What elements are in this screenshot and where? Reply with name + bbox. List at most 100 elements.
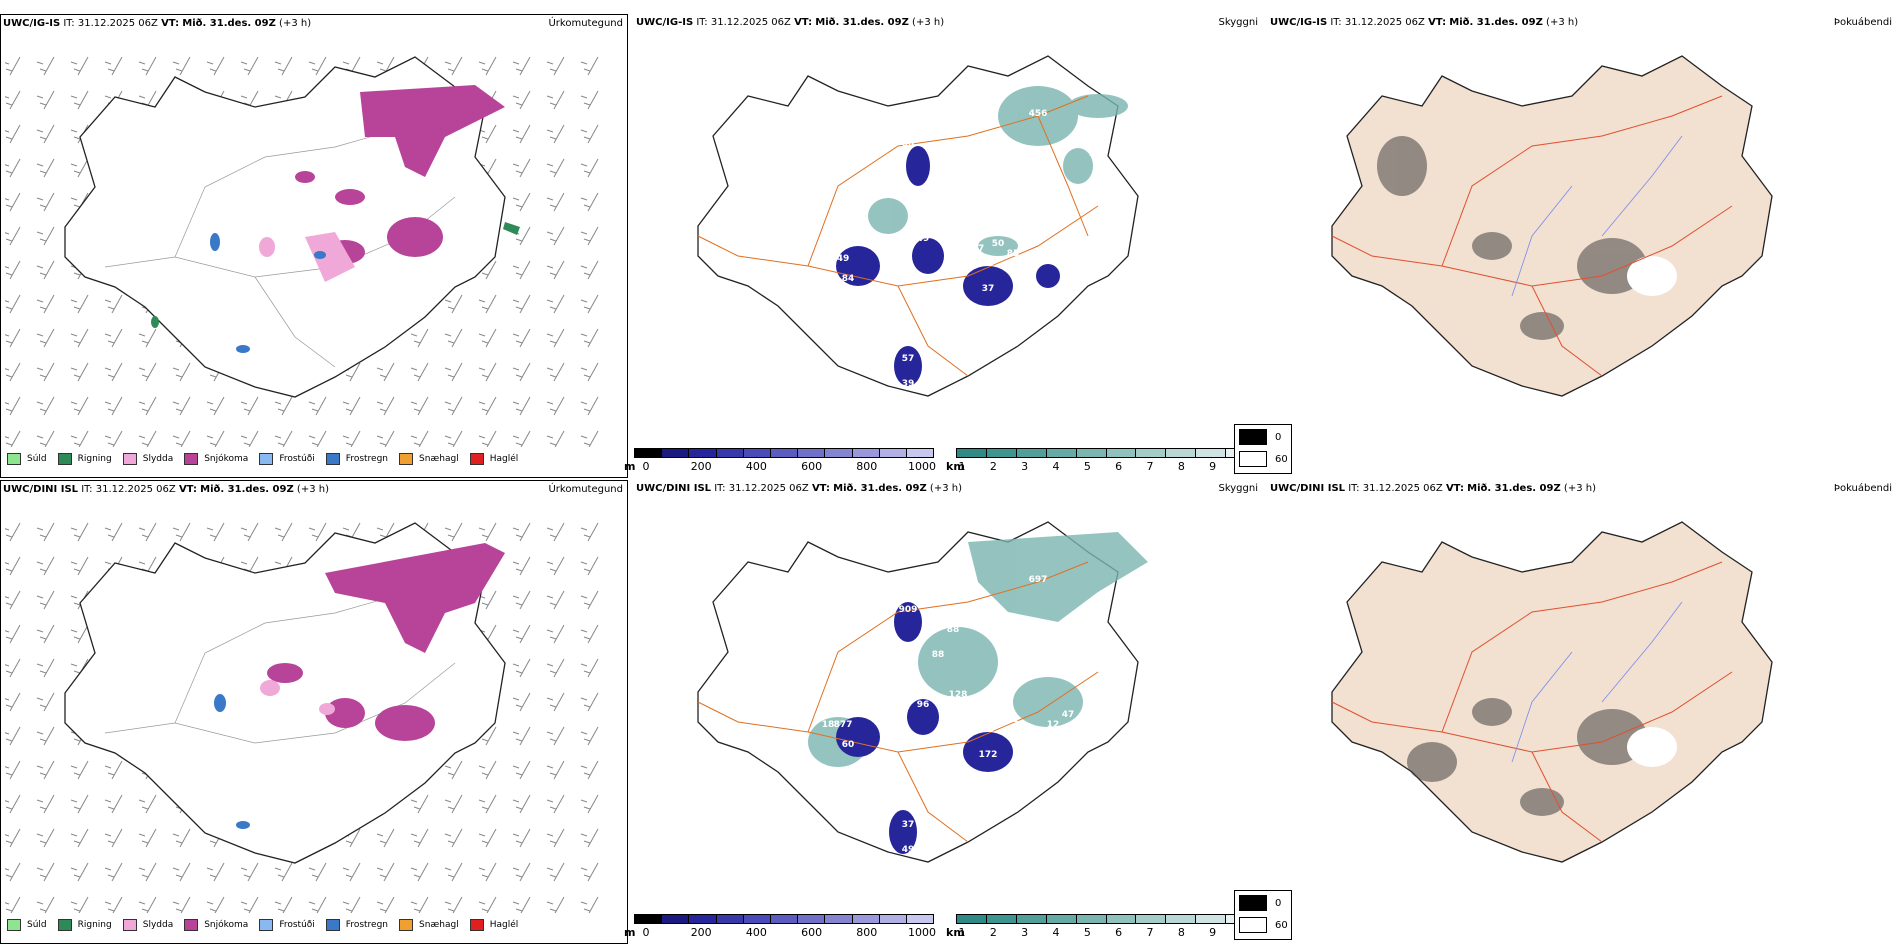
cloud-value-label: 50 bbox=[992, 239, 1005, 249]
wind-barb bbox=[240, 56, 259, 76]
cloud-value-label: 34 bbox=[947, 159, 960, 169]
wind-barb bbox=[512, 522, 531, 542]
legend-swatch bbox=[122, 919, 137, 931]
colorbar-cell bbox=[1046, 915, 1077, 923]
colorbar-cell bbox=[879, 449, 907, 457]
wind-barb bbox=[546, 56, 565, 76]
vt-label: VT: bbox=[794, 17, 813, 28]
panel-header: UWC/IG-IS IT: 31.12.2025 06Z VT: Mið. 31… bbox=[1270, 17, 1578, 28]
wind-barb bbox=[104, 862, 123, 882]
cloud-value-label: 57 bbox=[1032, 645, 1045, 655]
vt-value: Mið. 31.des. 09Z bbox=[1467, 483, 1561, 494]
wind-barb bbox=[580, 328, 599, 348]
wind-barb bbox=[478, 522, 497, 542]
wind-barb bbox=[308, 896, 327, 913]
roads bbox=[104, 592, 456, 744]
colorbar-cell bbox=[957, 915, 987, 923]
fog-legend-label-1: 60 bbox=[1275, 919, 1288, 931]
wind-barb bbox=[546, 590, 565, 610]
legend-label: Rigning bbox=[77, 920, 112, 930]
wind-barb bbox=[478, 828, 497, 848]
wind-barb bbox=[240, 430, 259, 447]
wind-barb bbox=[138, 328, 157, 348]
legend-swatch bbox=[184, 453, 199, 465]
wind-barb bbox=[36, 862, 55, 882]
colorbar-tick: 400 bbox=[745, 460, 767, 473]
cloud-panel-bottom: UWC/DINI ISL IT: 31.12.2025 06Z VT: Mið.… bbox=[624, 480, 1262, 944]
legend-swatch bbox=[325, 453, 340, 465]
fog-legend-swatch-0 bbox=[1239, 429, 1267, 445]
wind-barb bbox=[546, 862, 565, 882]
wind-barb bbox=[5, 658, 21, 678]
panel-title: Þokuábendi bbox=[1833, 17, 1892, 28]
wind-barb bbox=[512, 590, 531, 610]
wind-barb bbox=[512, 260, 531, 280]
cloud-value-label: 322 bbox=[1089, 615, 1108, 625]
cloud-value-label: 37 bbox=[972, 244, 985, 254]
cloud-value-label: 63 bbox=[862, 695, 875, 705]
model-name: UWC/DINI ISL bbox=[1270, 483, 1346, 494]
colorbar-tick: 1 bbox=[958, 926, 966, 939]
wind-barb bbox=[70, 828, 89, 848]
wind-barb bbox=[172, 896, 191, 913]
wind-barb bbox=[172, 862, 191, 882]
wind-barb bbox=[546, 692, 565, 712]
wind-barb bbox=[342, 430, 361, 447]
wind-barb bbox=[36, 396, 55, 416]
cloud-value-label: 37 bbox=[982, 284, 995, 294]
wind-barb bbox=[546, 556, 565, 576]
wind-barb bbox=[36, 56, 55, 76]
wind-barb bbox=[36, 362, 55, 382]
colorbar-cell bbox=[1166, 915, 1197, 923]
wind-barb bbox=[5, 760, 21, 780]
colorbar-cell bbox=[906, 915, 934, 923]
cloud-value-label: 456 bbox=[1029, 109, 1048, 119]
wind-barb bbox=[104, 760, 123, 780]
wind-barb bbox=[206, 430, 225, 447]
wind-barb bbox=[546, 760, 565, 780]
wind-barb bbox=[580, 658, 599, 678]
wind-barb bbox=[36, 896, 55, 913]
wind-barb bbox=[5, 862, 21, 882]
wind-barb bbox=[444, 396, 463, 416]
colorbar-strip bbox=[956, 448, 1256, 458]
lead-time: (+3 h) bbox=[912, 17, 945, 28]
wind-barb bbox=[172, 396, 191, 416]
wind-barb bbox=[478, 430, 497, 447]
wind-barb bbox=[172, 56, 191, 76]
wind-barb bbox=[36, 328, 55, 348]
fog-index-light bbox=[1627, 727, 1677, 767]
vt-label: VT: bbox=[1428, 17, 1447, 28]
cloud-value-label: 16 bbox=[932, 184, 945, 194]
wind-barb bbox=[546, 396, 565, 416]
precip-panel-top: UWC/IG-IS IT: 31.12.2025 06Z VT: Mið. 31… bbox=[0, 14, 628, 478]
wind-barb bbox=[512, 828, 531, 848]
roads bbox=[1331, 95, 1733, 377]
vt-label: VT: bbox=[161, 18, 180, 29]
wind-barb bbox=[546, 624, 565, 644]
wind-barb bbox=[512, 328, 531, 348]
legend-swatch bbox=[184, 919, 199, 931]
wind-barb bbox=[104, 56, 123, 76]
wind-barb bbox=[478, 328, 497, 348]
wind-barb bbox=[410, 396, 429, 416]
wind-barb bbox=[70, 396, 89, 416]
it-value: 31.12.2025 06Z bbox=[728, 483, 809, 494]
panel-header: UWC/DINI ISL IT: 31.12.2025 06Z VT: Mið.… bbox=[1270, 483, 1596, 494]
wind-barb bbox=[138, 56, 157, 76]
cloud-value-label: 128 bbox=[949, 690, 968, 700]
fog-legend: 0 60 bbox=[1234, 890, 1292, 940]
wind-barb bbox=[580, 896, 599, 913]
wind-barb bbox=[308, 56, 327, 76]
colorbar-tick: 800 bbox=[856, 460, 878, 473]
legend-label: Haglél bbox=[489, 920, 519, 930]
colorbar-tick: 5 bbox=[1083, 926, 1091, 939]
colorbar-tick: 8 bbox=[1177, 926, 1185, 939]
colorbar-cell bbox=[1016, 915, 1047, 923]
colorbar-tick: 6 bbox=[1115, 460, 1123, 473]
wind-barb bbox=[138, 794, 157, 814]
wind-barb bbox=[70, 56, 89, 76]
colorbar-tick: 7 bbox=[1146, 926, 1154, 939]
colorbar-cell bbox=[743, 449, 771, 457]
